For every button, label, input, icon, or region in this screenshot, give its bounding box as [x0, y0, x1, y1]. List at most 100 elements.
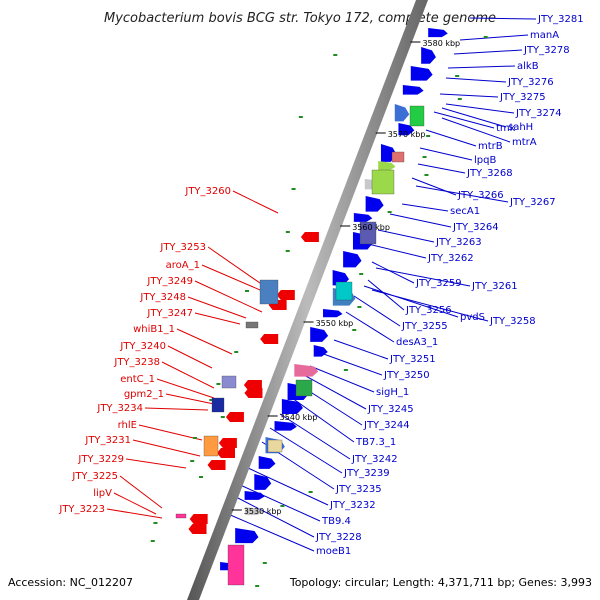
gene-label-right[interactable]: desA3_1 — [396, 337, 438, 348]
gene-label-right[interactable]: sahH — [508, 122, 533, 133]
right-label-line — [441, 107, 507, 128]
gene-label-right[interactable]: JTY_3274 — [515, 108, 562, 119]
rna-feature — [333, 54, 338, 56]
gene-label-right[interactable]: JTY_3264 — [452, 222, 499, 233]
gene-label-right[interactable]: JTY_3255 — [401, 321, 448, 332]
kbp-tick-label: 3560 kbp — [352, 223, 390, 232]
left-label-line — [161, 361, 215, 389]
gene-label-left[interactable]: gpm2_1 — [124, 389, 164, 400]
gene-label-right[interactable]: JTY_3276 — [507, 77, 554, 88]
gene-label-left[interactable]: JTY_3238 — [113, 357, 160, 368]
gene-label-left[interactable]: JTY_3234 — [96, 403, 143, 414]
gene-label-right[interactable]: JTY_3239 — [343, 468, 390, 479]
gene-label-right[interactable]: JTY_3266 — [457, 190, 504, 201]
gene-label-right[interactable]: JTY_3251 — [389, 354, 436, 365]
gene-feature-plus — [394, 104, 410, 122]
gene-label-left[interactable]: JTY_3253 — [159, 242, 206, 253]
gene-features — [175, 28, 448, 586]
gene-label-right[interactable]: JTY_3278 — [523, 45, 570, 56]
gene-label-left[interactable]: JTY_3249 — [146, 276, 193, 287]
gene-label-right[interactable]: JTY_3258 — [489, 316, 536, 327]
accession-text: Accession: NC_012207 — [8, 576, 133, 589]
gene-label-right[interactable]: JTY_3263 — [435, 237, 482, 248]
right-label-line — [301, 373, 367, 410]
right-label-line — [415, 185, 509, 203]
rna-feature — [262, 562, 267, 564]
gene-label-right[interactable]: JTY_3281 — [537, 14, 584, 25]
gene-label-right[interactable]: secA1 — [450, 206, 480, 217]
gene-label-right[interactable]: TB9.4 — [321, 516, 351, 527]
gene-label-right[interactable]: JTY_3235 — [335, 484, 382, 495]
gene-feature-plus — [254, 474, 272, 490]
rna-feature — [220, 416, 225, 418]
gene-label-right[interactable]: JTY_3268 — [466, 168, 513, 179]
gene-label-left[interactable]: JTY_3231 — [84, 435, 131, 446]
gene-label-right[interactable]: JTY_3275 — [499, 92, 546, 103]
right-strand-labels: JTY_3281 manA JTY_3278 alkB JTY_3276 JTY_3275… — [315, 14, 584, 557]
gene-label-right[interactable]: mtrA — [512, 137, 537, 148]
gene-label-right[interactable]: JTY_3228 — [315, 532, 362, 543]
gene-label-right[interactable]: JTY_3250 — [383, 370, 430, 381]
gene-feature-plus — [258, 456, 276, 469]
gene-label-left[interactable]: aroA_1 — [166, 260, 200, 271]
gene-label-left[interactable]: JTY_3223 — [58, 504, 105, 515]
kbp-tick-label: 3540 kbp — [280, 413, 318, 422]
right-label-line — [377, 229, 435, 243]
rna-feature — [298, 116, 303, 118]
gene-feature-plus — [402, 85, 424, 95]
right-label-line — [375, 267, 471, 287]
gene-label-right[interactable]: JTY_3242 — [351, 454, 398, 465]
gene-label-right[interactable]: manA — [530, 30, 559, 41]
gene-label-right[interactable]: JTY_3256 — [405, 305, 452, 316]
gene-label-right[interactable]: pvdS — [460, 312, 485, 323]
gene-label-right[interactable]: JTY_3259 — [415, 278, 462, 289]
gene-label-right[interactable]: lpqB — [474, 155, 496, 166]
rna-feature — [285, 231, 290, 233]
right-label-line — [279, 413, 351, 460]
left-label-line — [106, 508, 163, 519]
gene-label-right[interactable]: JTY_3261 — [471, 281, 518, 292]
gene-box-plus — [227, 544, 245, 586]
gene-label-left[interactable]: JTY_3248 — [139, 292, 186, 303]
gene-label-right[interactable]: TB7.3_1 — [355, 437, 396, 448]
gene-label-right[interactable]: alkB — [517, 61, 539, 72]
rna-feature — [285, 250, 290, 252]
gene-label-left[interactable]: lipV — [93, 488, 112, 499]
left-strand-labels: JTY_3260 JTY_3253 aroA_1 JTY_3249 JTY_3248 JT… — [58, 186, 231, 515]
gene-label-right[interactable]: JTY_3262 — [427, 253, 474, 264]
gene-label-left[interactable]: JTY_3260 — [184, 186, 231, 197]
gene-label-right[interactable]: JTY_3245 — [367, 404, 414, 415]
gene-box-minus — [259, 279, 279, 305]
gene-label-left[interactable]: whiB1_1 — [133, 324, 175, 335]
gene-label-right[interactable]: JTY_3232 — [329, 500, 376, 511]
gene-label-left[interactable]: JTY_3229 — [77, 454, 124, 465]
gene-label-left[interactable]: entC_1 — [120, 374, 155, 385]
gene-label-left[interactable]: rhlE — [118, 420, 137, 431]
right-label-line — [367, 279, 405, 311]
right-label-line — [433, 111, 495, 129]
left-label-line — [144, 407, 209, 411]
gene-label-left[interactable]: JTY_3240 — [119, 341, 166, 352]
gene-label-right[interactable]: tmk — [496, 123, 516, 134]
right-label-line — [363, 285, 459, 318]
gene-box-plus — [359, 221, 377, 245]
rna-feature — [150, 540, 155, 542]
right-label-line — [469, 17, 537, 20]
right-label-line — [401, 203, 449, 212]
gene-label-left[interactable]: JTY_3247 — [146, 308, 193, 319]
rna-feature — [424, 174, 429, 176]
gene-label-right[interactable]: mtrB — [478, 141, 503, 152]
rna-feature — [291, 188, 296, 190]
gene-label-right[interactable]: JTY_3244 — [363, 420, 410, 431]
right-label-line — [419, 147, 473, 161]
left-label-line — [232, 190, 279, 214]
gene-label-right[interactable]: moeB1 — [316, 546, 351, 557]
gene-box-plus — [371, 169, 395, 195]
right-label-line — [425, 129, 477, 147]
gene-label-left[interactable]: JTY_3225 — [71, 471, 118, 482]
right-label-line — [291, 397, 355, 443]
gene-label-right[interactable]: JTY_3267 — [509, 197, 556, 208]
gene-label-right[interactable]: sigH_1 — [376, 387, 409, 398]
gene-feature-minus — [244, 388, 263, 398]
